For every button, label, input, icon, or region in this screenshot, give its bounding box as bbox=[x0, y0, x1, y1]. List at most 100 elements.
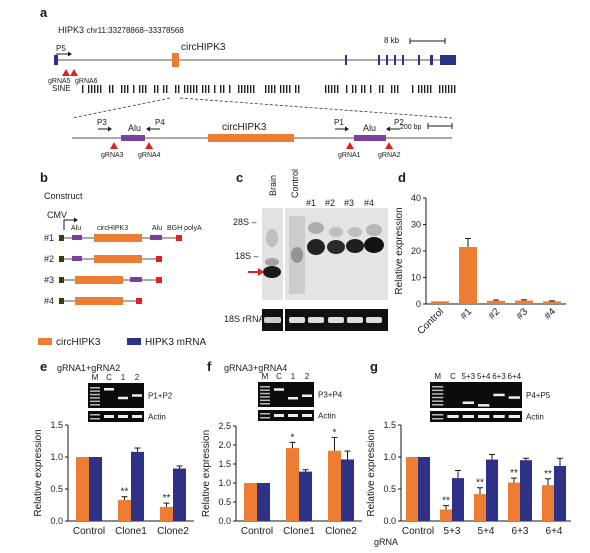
sine-element bbox=[430, 85, 432, 93]
gel-lane-label: 1 bbox=[121, 373, 126, 382]
bar bbox=[431, 301, 449, 304]
alu2-label: Alu bbox=[152, 225, 162, 232]
grna2-label: gRNA2 bbox=[378, 152, 401, 159]
legend-mrna-label: HIPK3 mRNA bbox=[145, 337, 206, 348]
sine-element bbox=[271, 85, 273, 93]
sine-element bbox=[133, 85, 135, 93]
ladder-band bbox=[432, 396, 444, 399]
bar bbox=[542, 485, 554, 521]
cmv-label: CMV bbox=[47, 210, 67, 220]
bar bbox=[520, 460, 532, 521]
sine-element bbox=[295, 85, 297, 93]
gel-band bbox=[132, 394, 142, 397]
panel-f: f gRNA3+gRNA4 M C 1 2 P3+P4 Actin 0.0 0.5 1.0 1.… bbox=[201, 359, 362, 537]
ladder-band bbox=[90, 414, 100, 416]
bar bbox=[257, 483, 270, 521]
sine-element bbox=[370, 85, 372, 93]
gel-band bbox=[302, 394, 312, 397]
gel-actin-label: Actin bbox=[148, 413, 166, 422]
ladder-band bbox=[260, 403, 270, 405]
marker-28s-label: 28S – bbox=[233, 217, 257, 227]
gel-g: M C 5+3 5+4 6+3 6+4 P4+P5 Actin bbox=[430, 372, 551, 422]
legend-circ-swatch bbox=[38, 338, 52, 345]
sine-element bbox=[100, 85, 102, 93]
lane-1-label: #1 bbox=[306, 198, 316, 208]
panel-e-title: gRNA1+gRNA2 bbox=[57, 363, 120, 373]
sine-element bbox=[121, 85, 123, 93]
construct-title: Construct bbox=[44, 191, 83, 201]
gel-lane-label: 2 bbox=[135, 373, 140, 382]
gel-band bbox=[462, 401, 474, 404]
sine-element bbox=[229, 85, 231, 93]
sine-element bbox=[325, 85, 327, 93]
x-tick-label: Control bbox=[402, 526, 434, 537]
construct-4-label: #4 bbox=[44, 296, 54, 306]
sine-element bbox=[382, 85, 384, 93]
gel-top-label: P4+P5 bbox=[526, 391, 551, 400]
x-tick-label: Clone1 bbox=[115, 526, 147, 537]
bar bbox=[440, 509, 452, 521]
grna4-marker-icon bbox=[145, 142, 153, 149]
x-tick-label: 6+3 bbox=[512, 526, 529, 537]
zoom-scale-bar bbox=[427, 123, 453, 129]
ladder-band bbox=[432, 404, 444, 406]
bar bbox=[160, 506, 173, 521]
ladder-band bbox=[90, 397, 100, 399]
ladder-band bbox=[260, 392, 270, 395]
sine-element bbox=[184, 85, 186, 93]
alu-right-box bbox=[354, 135, 386, 141]
panel-b: b Construct CMV Alu circHIPK3 Alu BGH po… bbox=[38, 170, 206, 348]
panel-c: c Brain Control #1 #2 #3 #4 28S – 18S – bbox=[224, 169, 388, 331]
sine-element bbox=[397, 85, 399, 93]
sine-element bbox=[346, 85, 348, 93]
sine-element bbox=[334, 85, 336, 93]
panel-b-label: b bbox=[40, 170, 48, 185]
y-tick-label: 1.5 bbox=[383, 420, 396, 430]
panel-a-label: a bbox=[40, 5, 48, 20]
grna6-label: gRNA6 bbox=[75, 78, 98, 85]
sine-element bbox=[298, 85, 300, 93]
sine-element bbox=[445, 85, 447, 93]
sine-element bbox=[280, 85, 282, 93]
gel-band bbox=[508, 396, 520, 399]
actin-band bbox=[288, 414, 298, 417]
significance-mark: ** bbox=[544, 469, 552, 480]
sine-element bbox=[250, 85, 252, 93]
actin-band bbox=[274, 414, 284, 417]
p4-label: P4 bbox=[155, 118, 165, 127]
gel-lane-label: 2 bbox=[305, 372, 310, 381]
ladder-band bbox=[90, 400, 100, 403]
alu-left-box bbox=[121, 135, 145, 141]
gel-lane-label: M bbox=[262, 372, 269, 381]
panel-g-label: g bbox=[370, 359, 378, 374]
y-tick-label: 20 bbox=[411, 246, 421, 256]
gene-title: HIPK3 chr11:33278868–33378568 bbox=[58, 25, 184, 35]
sine-element bbox=[175, 85, 177, 93]
sine-element bbox=[337, 85, 339, 93]
ladder-band bbox=[260, 399, 270, 402]
scale-bar bbox=[409, 38, 446, 44]
actin-band bbox=[478, 415, 490, 418]
sine-element bbox=[394, 85, 396, 93]
circ-exon bbox=[172, 53, 179, 67]
lane-4-label: #4 bbox=[364, 198, 374, 208]
bar bbox=[406, 457, 418, 521]
sine-element bbox=[442, 85, 444, 93]
scale-bar-label: 8 kb bbox=[384, 36, 400, 45]
construct-circ-label: circHIPK3 bbox=[97, 225, 128, 232]
sine-element bbox=[379, 85, 381, 93]
bar bbox=[486, 459, 498, 521]
gene-name: HIPK3 bbox=[58, 25, 84, 35]
sine-element bbox=[451, 85, 453, 93]
sine-element bbox=[196, 85, 198, 93]
y-tick-label: 0.0 bbox=[383, 516, 396, 526]
sine-element bbox=[361, 85, 363, 93]
x-tick-label: Clone1 bbox=[283, 526, 315, 537]
bar bbox=[118, 499, 131, 521]
chart-f: 0.0 0.5 1.0 1.5 2.0 2.5 Relative expression Con… bbox=[201, 421, 362, 537]
sine-element bbox=[289, 85, 291, 93]
grna4-label: gRNA4 bbox=[138, 152, 161, 159]
marker-18s-label: 18S – bbox=[235, 251, 259, 261]
